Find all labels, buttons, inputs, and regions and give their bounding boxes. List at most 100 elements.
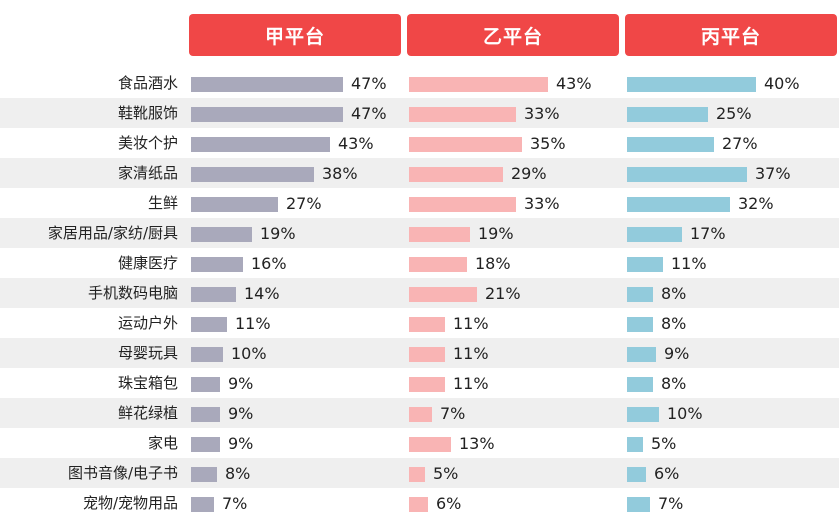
data-label: 9%	[228, 434, 254, 453]
bar	[627, 377, 653, 392]
data-label: 11%	[453, 344, 489, 363]
bar	[409, 257, 467, 272]
bar	[191, 497, 214, 512]
data-label: 5%	[433, 464, 459, 483]
bar	[191, 347, 223, 362]
bar	[627, 467, 646, 482]
data-label: 33%	[524, 104, 560, 123]
bar	[409, 167, 503, 182]
category-label: 珠宝箱包	[117, 374, 178, 392]
bar	[627, 437, 643, 452]
series-header: 甲平台	[189, 14, 401, 56]
data-label: 8%	[661, 284, 687, 303]
data-label: 29%	[511, 164, 547, 183]
category-label: 家电	[147, 434, 178, 452]
data-label: 11%	[235, 314, 271, 333]
data-label: 47%	[351, 74, 387, 93]
series-header: 乙平台	[407, 14, 619, 56]
data-label: 13%	[459, 434, 495, 453]
data-label: 27%	[722, 134, 758, 153]
data-label: 8%	[225, 464, 251, 483]
bar	[409, 227, 470, 242]
data-label: 35%	[530, 134, 566, 153]
bar	[191, 77, 343, 92]
data-label: 5%	[651, 434, 677, 453]
category-label: 家居用品/家纺/厨具	[47, 224, 178, 242]
data-label: 32%	[738, 194, 774, 213]
bar	[627, 317, 653, 332]
category-label: 运动户外	[117, 314, 178, 332]
data-label: 43%	[338, 134, 374, 153]
data-label: 17%	[690, 224, 726, 243]
data-label: 9%	[664, 344, 690, 363]
data-label: 21%	[485, 284, 521, 303]
category-label: 鲜花绿植	[117, 404, 178, 422]
bar	[191, 107, 343, 122]
bar	[191, 317, 227, 332]
bar	[191, 167, 314, 182]
data-label: 11%	[453, 314, 489, 333]
data-label: 9%	[228, 374, 254, 393]
data-label: 11%	[453, 374, 489, 393]
bar	[191, 407, 220, 422]
bar	[409, 77, 548, 92]
category-label: 母婴玩具	[117, 344, 178, 362]
bar	[627, 137, 714, 152]
data-label: 33%	[524, 194, 560, 213]
data-label: 10%	[231, 344, 267, 363]
data-label: 43%	[556, 74, 592, 93]
category-label: 食品酒水	[117, 74, 178, 92]
bar	[409, 407, 432, 422]
bar	[191, 467, 217, 482]
data-label: 16%	[251, 254, 287, 273]
data-label: 40%	[764, 74, 800, 93]
data-label: 38%	[322, 164, 358, 183]
bar	[627, 227, 682, 242]
data-label: 25%	[716, 104, 752, 123]
data-label: 9%	[228, 404, 254, 423]
bar	[627, 107, 708, 122]
category-label: 鞋靴服饰	[117, 104, 178, 122]
bar	[627, 497, 650, 512]
bar	[627, 167, 747, 182]
bar	[409, 497, 428, 512]
data-label: 19%	[260, 224, 296, 243]
bar	[627, 347, 656, 362]
bar	[409, 317, 445, 332]
category-label: 生鲜	[147, 194, 178, 212]
bar	[409, 137, 522, 152]
bar	[627, 407, 659, 422]
bar	[191, 197, 278, 212]
data-label: 11%	[671, 254, 707, 273]
category-label: 家清纸品	[117, 164, 178, 182]
data-label: 37%	[755, 164, 791, 183]
bar	[409, 197, 516, 212]
data-label: 47%	[351, 104, 387, 123]
bar	[409, 347, 445, 362]
bar	[191, 437, 220, 452]
bar	[627, 77, 756, 92]
bar	[627, 287, 653, 302]
data-label: 7%	[222, 494, 248, 513]
bar	[409, 287, 477, 302]
data-label: 7%	[440, 404, 466, 423]
bar	[191, 137, 330, 152]
bar	[191, 257, 243, 272]
bar	[409, 437, 451, 452]
bar	[409, 107, 516, 122]
data-label: 6%	[654, 464, 680, 483]
data-label: 14%	[244, 284, 280, 303]
bar	[191, 227, 252, 242]
bar	[409, 377, 445, 392]
bar	[627, 257, 663, 272]
bar	[191, 377, 220, 392]
data-label: 10%	[667, 404, 703, 423]
category-label: 宠物/宠物用品	[82, 494, 178, 512]
bar	[191, 287, 236, 302]
bar	[627, 197, 730, 212]
category-label: 美妆个护	[117, 134, 178, 152]
data-label: 18%	[475, 254, 511, 273]
data-label: 6%	[436, 494, 462, 513]
data-label: 7%	[658, 494, 684, 513]
